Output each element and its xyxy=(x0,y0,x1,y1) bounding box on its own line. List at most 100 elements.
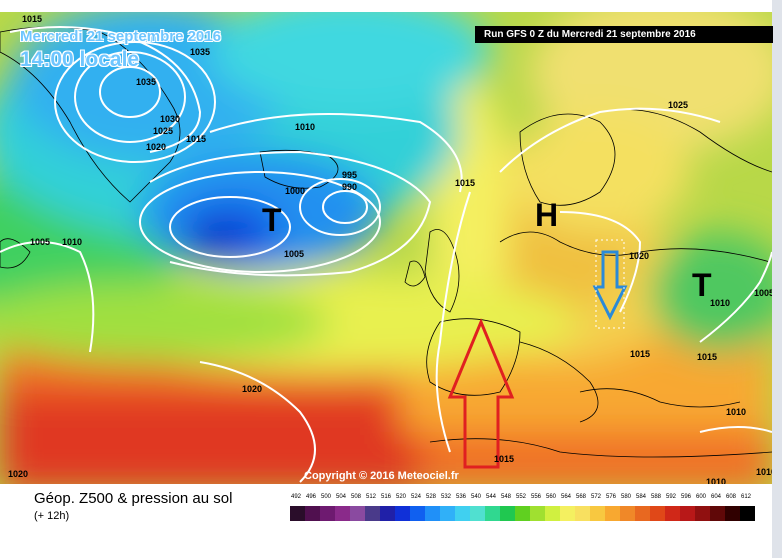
color-scale-swatch xyxy=(695,506,710,521)
legend-subtitle: (+ 12h) xyxy=(34,510,70,522)
color-scale-swatch xyxy=(710,506,725,521)
color-scale-swatch xyxy=(620,506,635,521)
isobar-label: 1015 xyxy=(494,454,515,464)
color-scale-swatch xyxy=(290,506,305,521)
isobar-label: 1010 xyxy=(756,467,772,477)
color-scale-label: 500 xyxy=(320,494,331,500)
isobar-label: 1005 xyxy=(754,288,772,298)
isobar-label: 1005 xyxy=(30,237,51,247)
color-scale-label: 584 xyxy=(635,494,646,500)
color-scale-label: 568 xyxy=(575,494,586,500)
color-scale-label: 540 xyxy=(470,494,481,500)
color-scale-label: 492 xyxy=(290,494,301,500)
color-scale-swatch xyxy=(320,506,335,521)
legend-title: Géop. Z500 & pression au sol xyxy=(34,490,233,507)
isobar-label: 1015 xyxy=(455,178,476,188)
isobar-label: 1010 xyxy=(706,477,727,484)
color-scale-label: 512 xyxy=(365,494,376,500)
color-scale-swatch xyxy=(485,506,500,521)
color-scale-label: 600 xyxy=(695,494,706,500)
color-scale-swatch xyxy=(605,506,620,521)
color-scale-swatch xyxy=(680,506,695,521)
color-scale-label: 496 xyxy=(305,494,316,500)
isobar-label: 1000 xyxy=(285,186,306,196)
isobar-label: 1010 xyxy=(295,122,316,132)
color-scale-swatch xyxy=(350,506,365,521)
color-scale-swatch xyxy=(395,506,410,521)
color-scale-label: 532 xyxy=(440,494,451,500)
isobar-label: 1020 xyxy=(242,384,263,394)
color-scale-swatch xyxy=(365,506,380,521)
coastlines xyxy=(0,26,772,458)
color-scale-label: 612 xyxy=(740,494,751,500)
color-scale-label: 592 xyxy=(665,494,676,500)
color-scale-label: 552 xyxy=(515,494,526,500)
color-scale-swatch xyxy=(545,506,560,521)
color-scale-label: 504 xyxy=(335,494,346,500)
color-scale-swatch xyxy=(530,506,545,521)
isobar-label: 1035 xyxy=(136,77,157,87)
color-scale-swatch xyxy=(440,506,455,521)
color-scale-swatch xyxy=(425,506,440,521)
color-scale-label: 508 xyxy=(350,494,361,500)
color-scale-label: 520 xyxy=(395,494,406,500)
copyright-text: Copyright © 2016 Meteociel.fr xyxy=(304,470,459,482)
isobar-label: 1005 xyxy=(284,249,305,259)
right-strip xyxy=(772,0,782,558)
color-scale-label: 544 xyxy=(485,494,496,500)
color-scale-swatch xyxy=(635,506,650,521)
isobar-label: 1010 xyxy=(726,407,747,417)
isobar-label: 1010 xyxy=(710,298,731,308)
blue-arrow xyxy=(592,239,628,329)
color-scale-swatch xyxy=(665,506,680,521)
color-scale-swatch xyxy=(470,506,485,521)
isobar-label: 995 xyxy=(342,170,358,180)
color-scale-label: 564 xyxy=(560,494,571,500)
isobar-label: 1025 xyxy=(668,100,689,110)
color-scale-label: 608 xyxy=(725,494,736,500)
isobar-label: 1020 xyxy=(629,251,650,261)
color-scale-swatch xyxy=(380,506,395,521)
isobar-label: 1015 xyxy=(186,134,207,144)
color-scale-label: 516 xyxy=(380,494,391,500)
date-overlay: Mercredi 21 septembre 2016 xyxy=(20,28,221,45)
color-scale-swatch xyxy=(455,506,470,521)
color-scale-label: 604 xyxy=(710,494,721,500)
color-scale-swatch xyxy=(650,506,665,521)
isobar-label: 1025 xyxy=(153,126,174,136)
isobar-label: 1010 xyxy=(62,237,83,247)
color-scale-bar xyxy=(290,506,755,521)
color-scale-label: 536 xyxy=(455,494,466,500)
color-scale-label: 596 xyxy=(680,494,691,500)
geopotential-fill xyxy=(0,12,772,484)
low-pressure-center-east: T xyxy=(692,267,712,303)
time-overlay: 14:00 locale xyxy=(20,48,140,71)
color-scale-swatch xyxy=(500,506,515,521)
map-panel: T H T 1015 1035 1035 1030 1025 1020 1015… xyxy=(0,12,772,484)
color-scale-label: 548 xyxy=(500,494,511,500)
color-scale-swatch xyxy=(305,506,320,521)
color-scale-swatch xyxy=(725,506,740,521)
high-pressure-center: H xyxy=(535,197,559,233)
color-scale-swatch xyxy=(560,506,575,521)
isobar-label: 1020 xyxy=(8,469,29,479)
isobars xyxy=(0,26,772,483)
isobar-label: 1030 xyxy=(160,114,181,124)
color-scale-label: 576 xyxy=(605,494,616,500)
color-scale-swatch xyxy=(590,506,605,521)
isobar-label: 1015 xyxy=(697,352,718,362)
color-scale-swatch xyxy=(740,506,755,521)
color-scale-label: 588 xyxy=(650,494,661,500)
isobar-label: 1015 xyxy=(630,349,651,359)
color-scale-label: 528 xyxy=(425,494,436,500)
top-strip xyxy=(0,0,782,12)
color-scale-labels: 492 496 500 504 508 512 516 520 524 528 532 536 540 5… xyxy=(287,494,757,504)
color-scale-swatch xyxy=(335,506,350,521)
color-scale-label: 524 xyxy=(410,494,421,500)
color-scale-swatch xyxy=(575,506,590,521)
geopotential-map xyxy=(0,12,772,484)
run-label: Run GFS 0 Z du Mercredi 21 septembre 201… xyxy=(475,26,773,43)
low-pressure-center: T xyxy=(262,202,282,238)
color-scale-label: 560 xyxy=(545,494,556,500)
